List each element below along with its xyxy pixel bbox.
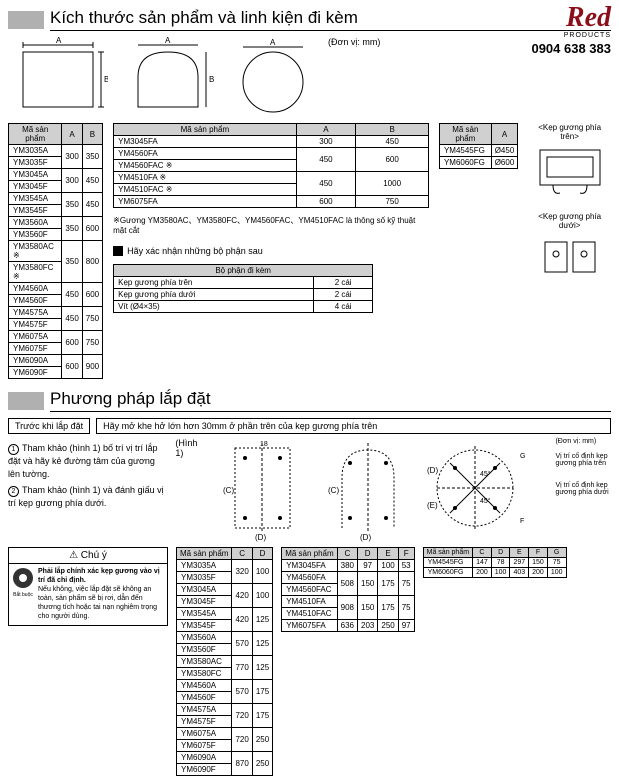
clip-bot-icon — [535, 234, 605, 279]
svg-text:18: 18 — [260, 441, 268, 448]
dim-table-3: Mã sản phẩmAYM4545FGØ450YM6060FGØ600 — [439, 123, 518, 169]
logo-sub: PRODUCTS — [531, 32, 611, 39]
section1-title: Kích thước sản phẩm và linh kiện đi kèm — [50, 8, 611, 31]
diagram-rect: AB — [8, 37, 108, 117]
fig-annotations: (Đơn vị: mm) Vị trí cố định kẹp gương ph… — [555, 438, 611, 496]
mandatory-icon: Bắt buộc — [12, 567, 34, 622]
caution-bold: Phải lắp chính xác kẹp gương vào vị trí … — [38, 567, 164, 585]
unit-label: (Đơn vị: mm) — [328, 37, 380, 47]
header-box-icon — [8, 392, 44, 410]
svg-text:A: A — [56, 37, 62, 45]
parts-table: Bộ phận đi kèmKẹp gương phía trên2 cáiKẹ… — [113, 264, 373, 313]
header-box-icon — [8, 11, 44, 29]
clip-top-icon — [535, 145, 605, 200]
fig1-arch: (C) (D) — [320, 438, 415, 543]
fig1-circle: 45° 45° (D) (E) G F — [425, 438, 545, 543]
install-table-3: Mã sản phẩmCDEFGYM4545FG1477829715075YM6… — [423, 547, 567, 578]
step-2: 2Tham khảo (hình 1) và đánh giấu vị trí … — [8, 484, 165, 510]
section2-header: Phương pháp lắp đặt — [8, 389, 611, 412]
section2-title: Phương pháp lắp đặt — [50, 389, 611, 412]
clip-bot-label: <Kẹp gương phía dưới> — [528, 212, 611, 230]
dim-table-2: Mã sản phẩmABYM3045FA300450YM4560FA45060… — [113, 123, 429, 208]
svg-text:45°: 45° — [480, 497, 491, 505]
install-table-2: Mã sản phẩmCDEFYM3045FA3809710053YM4560F… — [281, 547, 414, 632]
logo-text: Red — [531, 4, 611, 32]
svg-text:(C): (C) — [328, 486, 339, 495]
clip-top-label: <Kẹp gương phía trên> — [528, 123, 611, 141]
parts-header: Hãy xác nhận những bộ phận sau — [113, 246, 429, 256]
svg-text:45°: 45° — [480, 470, 491, 478]
svg-text:(D): (D) — [360, 533, 371, 542]
section1-header: Kích thước sản phẩm và linh kiện đi kèm — [8, 8, 611, 31]
logo-phone: 0904 638 383 — [531, 41, 611, 56]
step-1: 1Tham khảo (hình 1) bố trí vị trí lắp đặ… — [8, 442, 165, 480]
svg-text:(D): (D) — [255, 533, 266, 542]
square-icon — [113, 246, 123, 256]
brand-logo: Red PRODUCTS 0904 638 383 — [531, 4, 611, 56]
diagram-arch: AB — [118, 37, 218, 117]
parts-title: Hãy xác nhận những bộ phận sau — [127, 246, 263, 256]
svg-text:A: A — [165, 37, 171, 45]
footnote: ※Gương YM3580AC、YM3580FC、YM4560FAC、YM451… — [113, 215, 429, 235]
hint-box: Hãy mở khe hở lớn hơn 30mm ở phần trên c… — [96, 418, 611, 434]
svg-text:A: A — [270, 38, 276, 47]
fig-label: (Hình 1) — [175, 438, 205, 458]
fig1-rect: (C) (D) 18 — [215, 438, 310, 543]
svg-text:B: B — [209, 75, 214, 84]
caution-title: ⚠ Chú ý — [9, 548, 167, 564]
caution-box: ⚠ Chú ý Bắt buộc Phải lắp chính xác kẹp … — [8, 547, 168, 626]
dim-table-1: Mã sản phẩmABYM3035A300350YM3035FYM3045A… — [8, 123, 103, 379]
caution-text: Nếu không, việc lắp đặt sẽ không an toàn… — [38, 585, 164, 621]
svg-text:B: B — [104, 75, 108, 84]
svg-text:(E): (E) — [427, 501, 438, 510]
diagram-circle: A — [228, 37, 318, 117]
svg-text:G: G — [520, 453, 525, 460]
svg-text:(D): (D) — [427, 466, 438, 475]
svg-text:(C): (C) — [223, 486, 234, 495]
svg-text:F: F — [520, 518, 524, 525]
before-install-box: Trước khi lắp đặt — [8, 418, 90, 434]
install-table-1: Mã sản phẩmCDYM3035A320100YM3035FYM3045A… — [176, 547, 273, 776]
